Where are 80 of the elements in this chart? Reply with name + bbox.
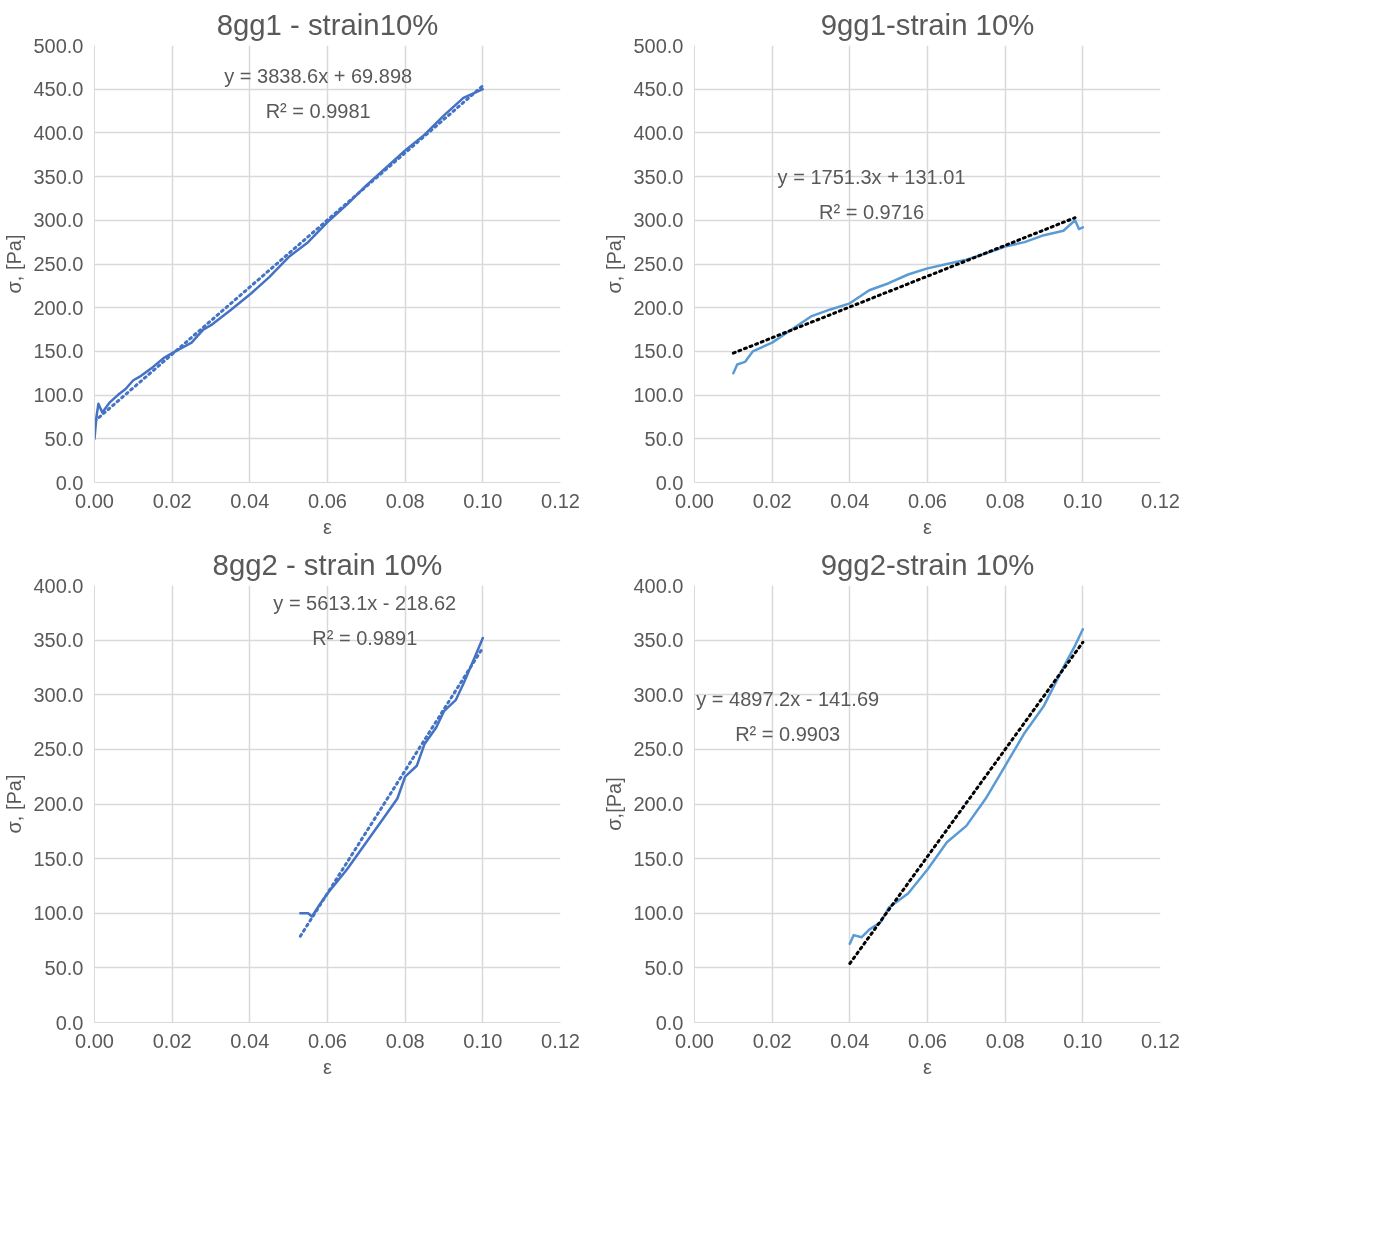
y-tick-label: 200.0: [33, 296, 84, 319]
y-tick-label: 500.0: [33, 34, 84, 57]
y-tick-label: 50.0: [644, 956, 684, 979]
annotation: R² = 0.9903: [735, 723, 841, 746]
y-tick-label: 300.0: [633, 209, 684, 232]
x-tick-label: 0.12: [1141, 489, 1180, 512]
x-axis-title: ε: [923, 515, 933, 538]
annotation: R² = 0.9716: [819, 200, 925, 223]
y-tick-label: 50.0: [644, 427, 684, 450]
chart-title: 8gg1 - strain10%: [216, 7, 439, 41]
y-tick-label: 400.0: [633, 574, 684, 597]
x-tick-label: 0.06: [308, 1029, 347, 1052]
y-tick-label: 300.0: [33, 683, 84, 706]
y-tick-label: 150.0: [633, 847, 684, 870]
x-axis-title: ε: [923, 1055, 933, 1078]
x-tick-label: 0.12: [1141, 1029, 1180, 1052]
y-tick-label: 200.0: [633, 296, 684, 319]
x-tick-label: 0.04: [230, 489, 270, 512]
annotation: R² = 0.9891: [312, 626, 418, 649]
x-tick-label: 0.02: [752, 489, 792, 512]
x-axis-title: ε: [323, 1055, 333, 1078]
annotation: y = 3838.6x + 69.898: [224, 65, 413, 88]
y-tick-label: 100.0: [33, 902, 84, 925]
annotation: y = 5613.1x - 218.62: [273, 591, 457, 614]
y-tick-label: 50.0: [44, 427, 84, 450]
x-tick-label: 0.12: [541, 1029, 580, 1052]
x-tick-label: 0.04: [830, 1029, 870, 1052]
y-tick-label: 450.0: [33, 78, 84, 101]
y-tick-label: 400.0: [33, 121, 84, 144]
y-tick-label: 250.0: [633, 253, 684, 275]
y-tick-label: 200.0: [33, 793, 84, 815]
x-tick-label: 0.08: [385, 1029, 425, 1052]
y-tick-label: 400.0: [633, 121, 684, 144]
y-tick-label: 350.0: [33, 165, 84, 188]
x-tick-label: 0.08: [385, 489, 425, 512]
y-tick-label: 200.0: [633, 793, 684, 815]
y-axis-title: σ, [Pa]: [603, 234, 626, 294]
y-tick-label: 350.0: [33, 629, 84, 652]
x-tick-label: 0.02: [752, 1029, 792, 1052]
x-tick-label: 0.02: [152, 1029, 192, 1052]
x-tick-label: 0.10: [1063, 1029, 1103, 1052]
x-tick-label: 0.10: [463, 1029, 503, 1052]
y-tick-label: 350.0: [633, 629, 684, 652]
y-tick-label: 100.0: [33, 384, 84, 407]
chart-title: 8gg2 - strain 10%: [212, 547, 443, 581]
y-tick-label: 300.0: [33, 209, 84, 232]
y-tick-label: 250.0: [633, 738, 684, 761]
y-tick-label: 100.0: [633, 384, 684, 407]
y-tick-label: 250.0: [33, 253, 84, 275]
chart-title: 9gg1-strain 10%: [820, 7, 1035, 41]
y-axis-title: σ, [Pa]: [3, 774, 26, 834]
y-axis-title: σ, [Pa]: [3, 234, 26, 294]
x-tick-label: 0.06: [308, 489, 347, 512]
y-axis-title: σ,[Pa]: [603, 777, 626, 831]
y-tick-label: 150.0: [33, 847, 84, 870]
x-tick-label: 0.04: [830, 489, 870, 512]
x-tick-label: 0.06: [908, 1029, 947, 1052]
x-tick-label: 0.04: [230, 1029, 270, 1052]
x-axis-title: ε: [323, 515, 333, 538]
annotation: R² = 0.9981: [265, 100, 371, 123]
y-tick-label: 350.0: [633, 165, 684, 188]
x-tick-label: 0.08: [985, 1029, 1025, 1052]
x-tick-label: 0.06: [908, 489, 947, 512]
y-tick-label: 300.0: [633, 683, 684, 706]
y-tick-label: 500.0: [633, 34, 684, 57]
x-tick-label: 0.08: [985, 489, 1025, 512]
y-tick-label: 150.0: [33, 340, 84, 363]
y-tick-label: 250.0: [33, 738, 84, 761]
annotation: y = 1751.3x + 131.01: [777, 165, 966, 188]
x-tick-label: 0.10: [463, 489, 503, 512]
x-tick-label: 0.10: [1063, 489, 1103, 512]
y-tick-label: 400.0: [33, 574, 84, 597]
x-tick-label: 0.02: [152, 489, 192, 512]
y-tick-label: 50.0: [44, 956, 84, 979]
annotation: y = 4897.2x - 141.69: [696, 688, 880, 711]
x-tick-label: 0.12: [541, 489, 580, 512]
y-tick-label: 100.0: [633, 902, 684, 925]
y-tick-label: 150.0: [633, 340, 684, 363]
y-tick-label: 450.0: [633, 78, 684, 101]
chart-title: 9gg2-strain 10%: [820, 547, 1035, 581]
